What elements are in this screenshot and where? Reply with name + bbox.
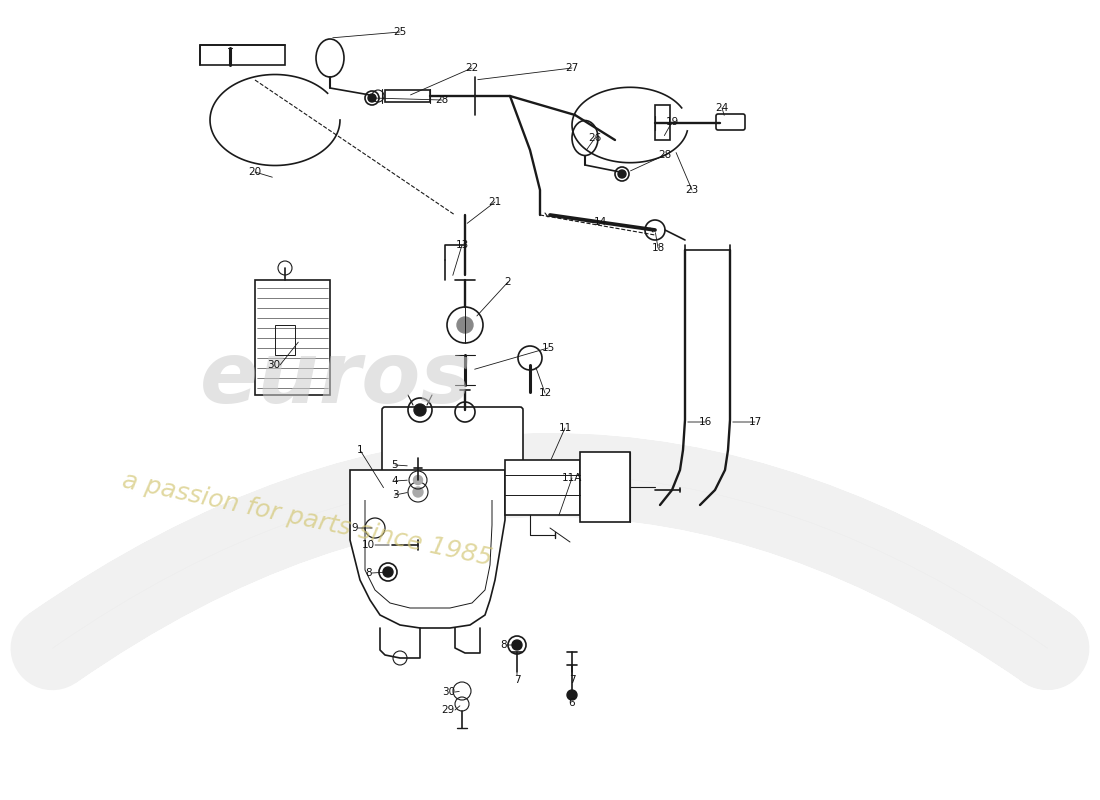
Text: 4: 4 <box>392 476 398 486</box>
Text: 16: 16 <box>698 417 712 427</box>
Circle shape <box>368 94 376 102</box>
FancyBboxPatch shape <box>716 114 745 130</box>
Text: 25: 25 <box>394 27 407 37</box>
Text: 15: 15 <box>541 343 554 353</box>
Circle shape <box>414 404 426 416</box>
Polygon shape <box>350 470 505 628</box>
Text: 8: 8 <box>365 568 372 578</box>
Text: 18: 18 <box>651 243 664 253</box>
Text: 3: 3 <box>392 490 398 500</box>
Text: 17: 17 <box>748 417 761 427</box>
Text: 11: 11 <box>559 423 572 433</box>
Text: 22: 22 <box>465 63 478 73</box>
Text: 1: 1 <box>356 445 363 455</box>
Text: 5: 5 <box>392 460 398 470</box>
FancyBboxPatch shape <box>382 407 522 473</box>
Text: 11A: 11A <box>562 473 582 483</box>
Bar <box>654 105 670 140</box>
Bar <box>255 280 330 395</box>
Text: 7: 7 <box>514 675 520 685</box>
Bar <box>505 460 580 515</box>
Ellipse shape <box>572 121 598 155</box>
Text: a passion for parts since 1985: a passion for parts since 1985 <box>120 469 495 571</box>
Circle shape <box>618 170 626 178</box>
Circle shape <box>512 640 522 650</box>
Bar <box>385 90 430 102</box>
Text: 28: 28 <box>659 150 672 160</box>
Bar <box>580 452 630 522</box>
Text: 19: 19 <box>666 117 679 127</box>
Text: 20: 20 <box>249 167 262 177</box>
Text: 30: 30 <box>442 687 455 697</box>
Text: 21: 21 <box>488 197 502 207</box>
Text: 24: 24 <box>715 103 728 113</box>
Text: 27: 27 <box>565 63 579 73</box>
Text: 12: 12 <box>538 388 551 398</box>
Circle shape <box>456 317 473 333</box>
Text: 10: 10 <box>362 540 375 550</box>
Text: euros: euros <box>200 338 473 422</box>
Text: 13: 13 <box>455 240 469 250</box>
FancyArrowPatch shape <box>52 475 1047 649</box>
Circle shape <box>566 690 578 700</box>
Bar <box>275 325 295 355</box>
Text: 14: 14 <box>593 217 606 227</box>
Text: 9: 9 <box>351 523 358 533</box>
Text: 2: 2 <box>505 277 512 287</box>
Circle shape <box>414 475 422 485</box>
Text: 29: 29 <box>442 705 455 715</box>
Text: 26: 26 <box>588 133 602 143</box>
Bar <box>200 45 285 65</box>
Circle shape <box>412 487 424 497</box>
Circle shape <box>383 567 393 577</box>
Text: 8: 8 <box>500 640 507 650</box>
Ellipse shape <box>316 39 344 77</box>
Text: 6: 6 <box>569 698 575 708</box>
Text: 28: 28 <box>436 95 449 105</box>
Text: 23: 23 <box>685 185 698 195</box>
Text: 7: 7 <box>569 675 575 685</box>
Text: 30: 30 <box>267 360 280 370</box>
